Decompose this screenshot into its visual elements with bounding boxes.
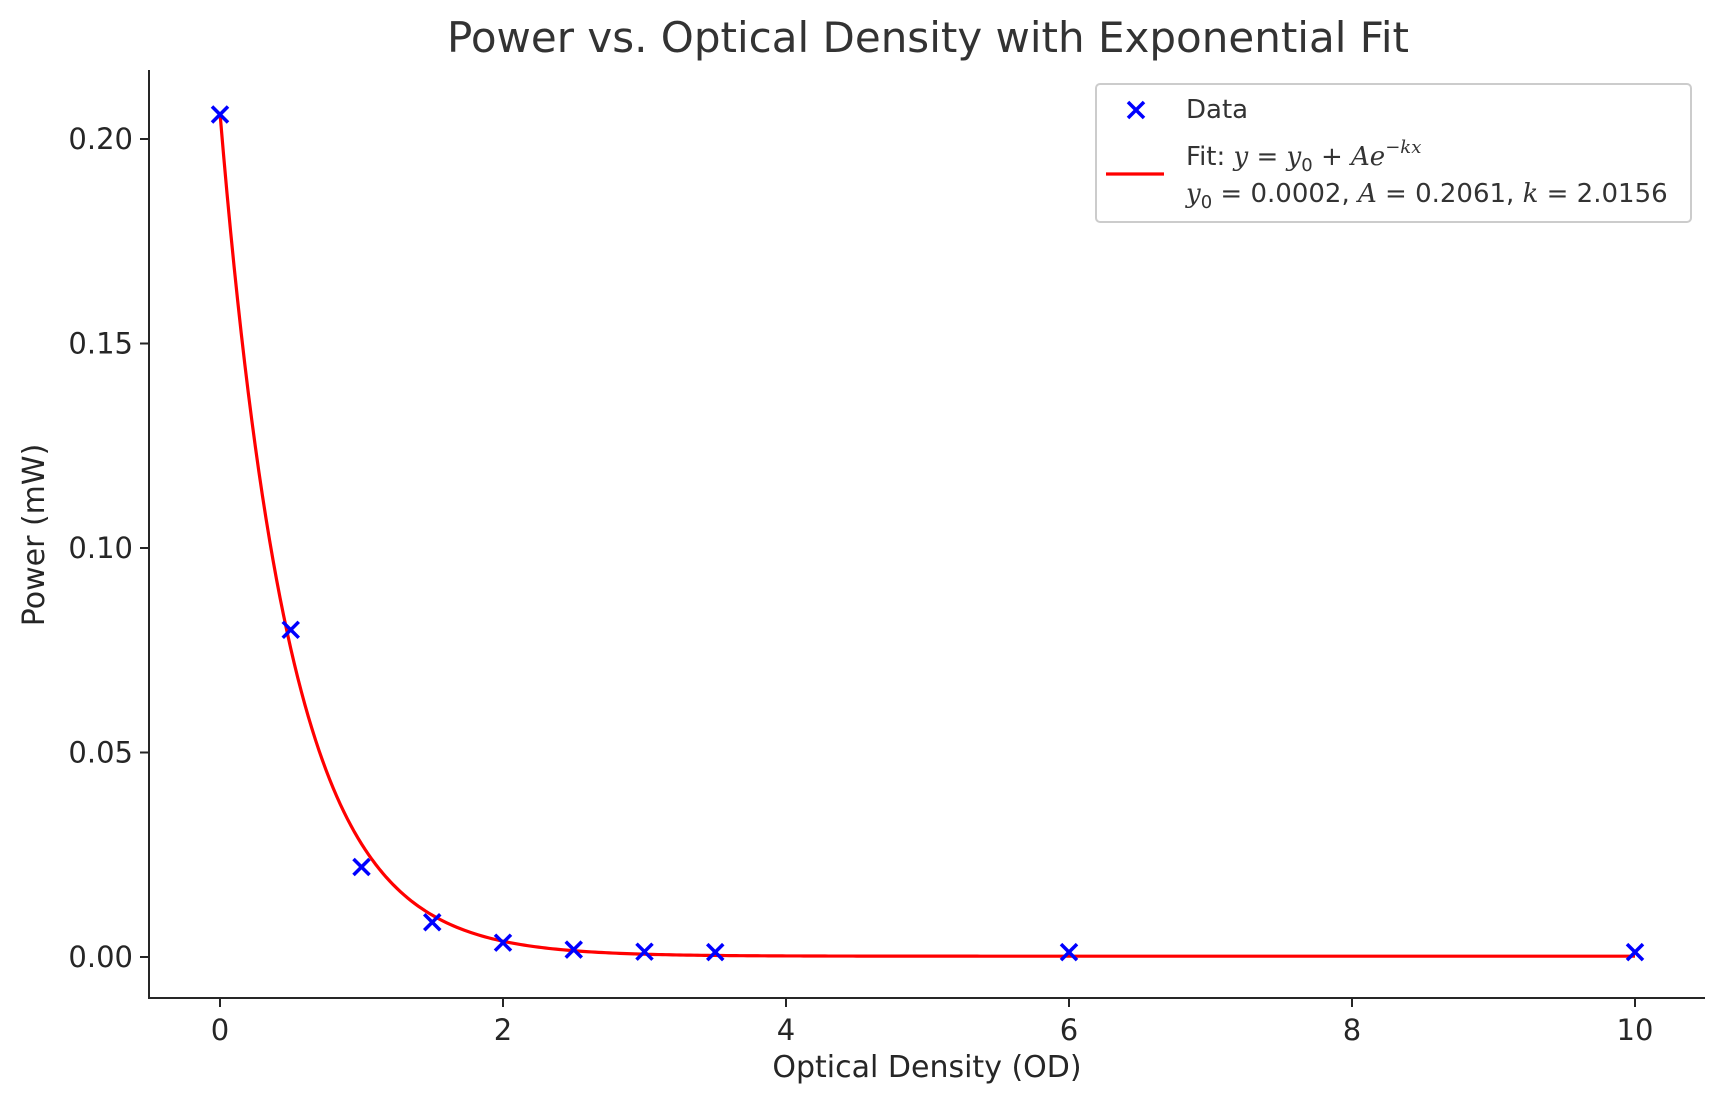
data-point: [493, 933, 513, 952]
x-axis-label: Optical Density (OD): [772, 1050, 1081, 1085]
legend-fit-lhs: y: [1233, 142, 1249, 172]
x-tick-label: 4: [777, 1013, 795, 1047]
y-axis-label: Power (mW): [17, 444, 52, 627]
legend-param-k: k: [1523, 179, 1539, 209]
x-tick-label: 0: [211, 1013, 229, 1047]
data-point: [423, 912, 442, 932]
legend-param-y: y: [1185, 179, 1201, 209]
x-tick-label: 6: [1060, 1013, 1078, 1047]
legend-data-label: Data: [1186, 95, 1248, 125]
legend-fit-sub: 0: [1301, 155, 1312, 176]
legend-fit-label: Fit: y = y0 + Ae−kx: [1186, 137, 1421, 176]
legend-fit-y: y: [1286, 142, 1302, 172]
data-point: [281, 620, 300, 640]
data-point: [635, 942, 654, 961]
data-point: [1625, 942, 1645, 962]
legend-data-marker: [1126, 100, 1146, 120]
y-tick-label: 0.00: [68, 940, 133, 974]
x-tick-label: 10: [1617, 1013, 1654, 1047]
y-ticks: 0.00 0.05 0.10 0.15 0.20: [68, 122, 149, 974]
data-points: [210, 105, 1645, 962]
legend-param-a: A: [1356, 179, 1377, 209]
legend: Data Fit: y = y0 + Ae−kx y0 = 0.0002, A …: [1095, 83, 1692, 223]
legend-fit-prefix: Fit:: [1186, 142, 1234, 172]
legend-fit-ae: Ae: [1349, 142, 1385, 172]
axes: [148, 70, 1705, 999]
x-ticks: 0 2 4 6 8 10: [211, 998, 1654, 1047]
legend-fit-params: y0 = 0.0002, A = 0.2061, k = 2.0156: [1185, 179, 1668, 213]
legend-fit-plus: +: [1313, 142, 1351, 172]
x-tick-label: 8: [1343, 1013, 1361, 1047]
y-tick-label: 0.10: [68, 531, 133, 565]
legend-fit-exp: −kx: [1385, 137, 1421, 158]
x-tick-label: 2: [494, 1013, 512, 1047]
data-point: [706, 942, 725, 962]
data-point: [564, 940, 583, 959]
legend-fit-eq: =: [1248, 142, 1286, 172]
data-point: [352, 857, 371, 877]
data-point: [1059, 942, 1079, 962]
data-point: [210, 105, 230, 124]
y-tick-label: 0.05: [68, 736, 133, 770]
legend-param-sub: 0: [1201, 192, 1212, 213]
legend-param-k-val: = 2.0156: [1538, 179, 1667, 209]
fit-line: [218, 113, 1635, 958]
y-tick-label: 0.15: [68, 327, 133, 361]
y-tick-label: 0.20: [68, 122, 133, 156]
legend-param-a-val: = 0.2061,: [1377, 179, 1523, 209]
chart-title: Power vs. Optical Density with Exponenti…: [447, 13, 1409, 62]
legend-box: [1095, 83, 1692, 223]
legend-param-y0-val: = 0.0002,: [1212, 179, 1358, 209]
